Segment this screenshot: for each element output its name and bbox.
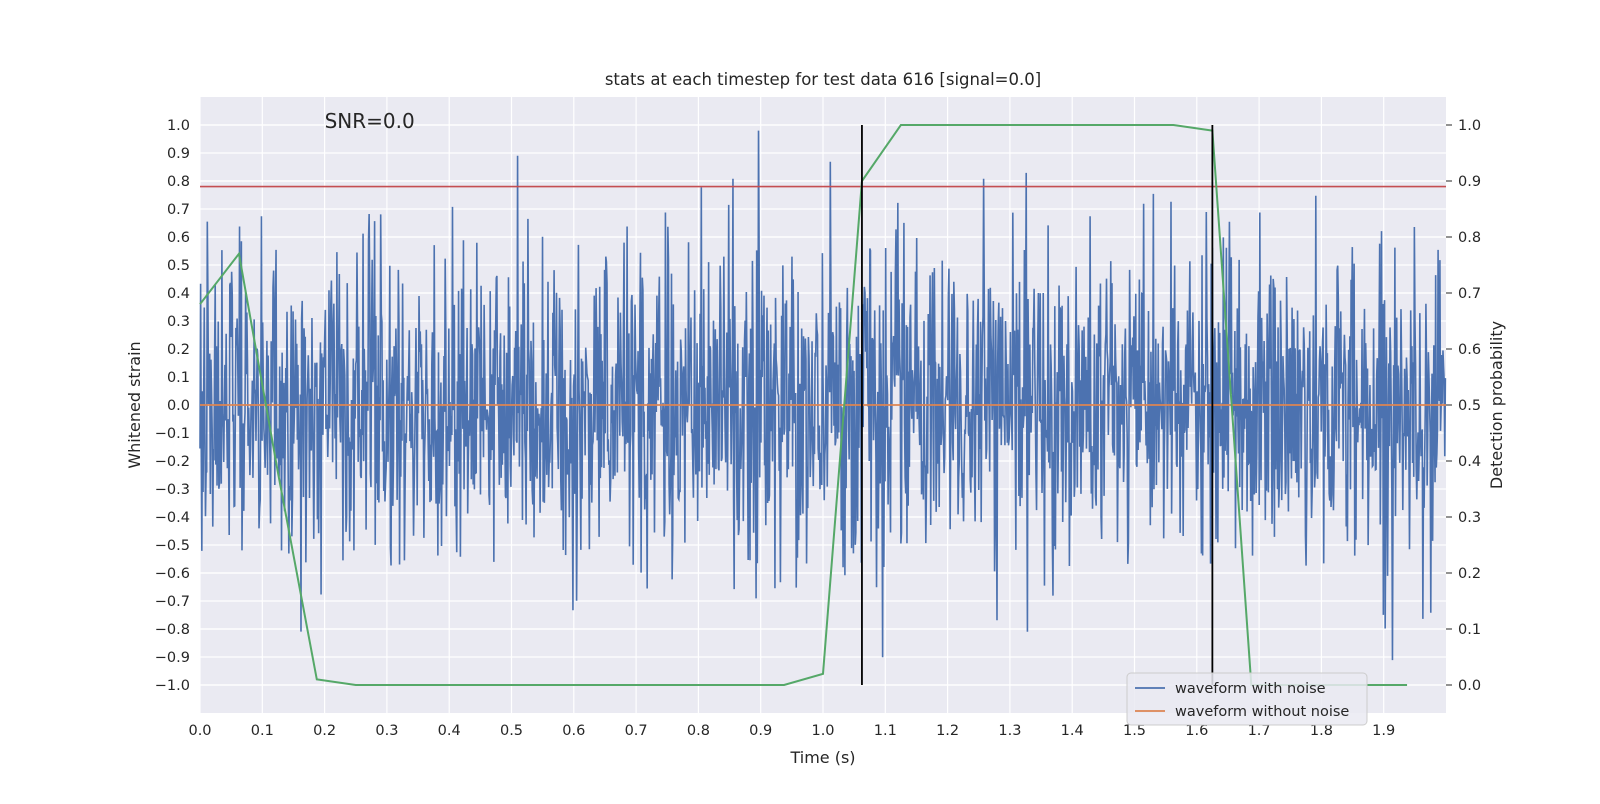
y-axis-label: Whitened strain — [125, 341, 144, 468]
y-tick-label: −0.8 — [155, 622, 190, 638]
legend-box — [1126, 672, 1368, 726]
detection-markers — [861, 125, 1214, 685]
y2-tick-label: 0.7 — [1458, 286, 1481, 302]
x-tick-label: 0.2 — [313, 723, 336, 739]
legend-label: waveform without noise — [1175, 704, 1349, 720]
x-tick-label: 1.5 — [1123, 723, 1146, 739]
x-tick-label: 0.4 — [438, 723, 461, 739]
x-tick-label: 1.2 — [936, 723, 959, 739]
noise-line — [199, 130, 1447, 661]
y-tick-label: 0.2 — [167, 342, 190, 358]
y-tick-label: −1.0 — [155, 678, 190, 694]
y-tick-label: 0.5 — [167, 258, 190, 274]
y-tick-label: −0.9 — [155, 650, 190, 666]
y-tick-label: 1.0 — [167, 118, 190, 134]
y2-axis-ticks: 1.0 0.9 0.8 0.7 0.6 0.5 0.4 0.3 0.2 0.1 0.0 — [1446, 118, 1481, 694]
y-tick-label: −0.6 — [155, 566, 190, 582]
legend-label: waveform with noise — [1175, 681, 1326, 697]
x-tick-label: 0.7 — [625, 723, 648, 739]
y-tick-label: −0.3 — [155, 482, 190, 498]
x-tick-label: 0.3 — [375, 723, 398, 739]
y-tick-label: 0.0 — [167, 398, 190, 414]
x-tick-label: 1.7 — [1248, 723, 1271, 739]
y2-axis-label: Detection probability — [1487, 321, 1506, 489]
x-tick-label: 1.4 — [1061, 723, 1084, 739]
x-axis-ticks: 0.0 0.1 0.2 0.3 0.4 0.5 0.6 0.7 0.8 0.9 1.0 1.1 1.2 1… — [188, 723, 1395, 739]
y-tick-label: −0.5 — [155, 538, 190, 554]
series-detection-probability — [199, 124, 1408, 686]
y2-tick-label: 0.0 — [1458, 678, 1481, 694]
x-tick-label: 1.3 — [998, 723, 1021, 739]
y-tick-label: 0.1 — [167, 370, 190, 386]
x-tick-label: 1.1 — [874, 723, 897, 739]
snr-annotation: SNR=0.0 — [325, 109, 415, 133]
y2-tick-label: 0.6 — [1458, 342, 1481, 358]
x-tick-label: 0.9 — [749, 723, 772, 739]
y2-tick-label: 0.2 — [1458, 566, 1481, 582]
x-axis-label: Time (s) — [789, 748, 855, 767]
series-waveform-with-noise — [199, 130, 1447, 661]
x-tick-label: 0.5 — [500, 723, 523, 739]
x-tick-label: 0.6 — [562, 723, 585, 739]
y2-tick-label: 0.3 — [1458, 510, 1481, 526]
x-tick-label: 0.1 — [251, 723, 274, 739]
y2-tick-label: 1.0 — [1458, 118, 1481, 134]
y-tick-label: 0.4 — [167, 286, 190, 302]
x-tick-label: 0.8 — [687, 723, 710, 739]
x-tick-label: 1.6 — [1185, 723, 1208, 739]
y2-tick-label: 0.5 — [1458, 398, 1481, 414]
y-tick-label: −0.2 — [155, 454, 190, 470]
y-tick-label: 0.6 — [167, 230, 190, 246]
y-axis-ticks: 1.0 0.9 0.8 0.7 0.6 0.5 0.4 0.3 0.2 0.1 0.0 −0.1 −0.… — [155, 118, 190, 694]
y-tick-label: 0.3 — [167, 314, 190, 330]
chart-title: stats at each timestep for test data 616… — [605, 70, 1041, 89]
y-tick-label: 0.9 — [167, 146, 190, 162]
x-tick-label: 1.0 — [811, 723, 834, 739]
y2-tick-label: 0.8 — [1458, 230, 1481, 246]
y-tick-label: 0.7 — [167, 202, 190, 218]
y2-tick-label: 0.1 — [1458, 622, 1481, 638]
x-tick-label: 1.9 — [1372, 723, 1395, 739]
y-tick-label: −0.1 — [155, 426, 190, 442]
y2-tick-label: 0.4 — [1458, 454, 1481, 470]
x-tick-label: 0.0 — [188, 723, 211, 739]
probability-line — [199, 124, 1408, 686]
legend: waveform with noise waveform without nois… — [1126, 672, 1368, 726]
y2-tick-label: 0.9 — [1458, 174, 1481, 190]
y-tick-label: −0.7 — [155, 594, 190, 610]
x-tick-label: 1.8 — [1310, 723, 1333, 739]
y-tick-label: 0.8 — [167, 174, 190, 190]
y-tick-label: −0.4 — [155, 510, 190, 526]
